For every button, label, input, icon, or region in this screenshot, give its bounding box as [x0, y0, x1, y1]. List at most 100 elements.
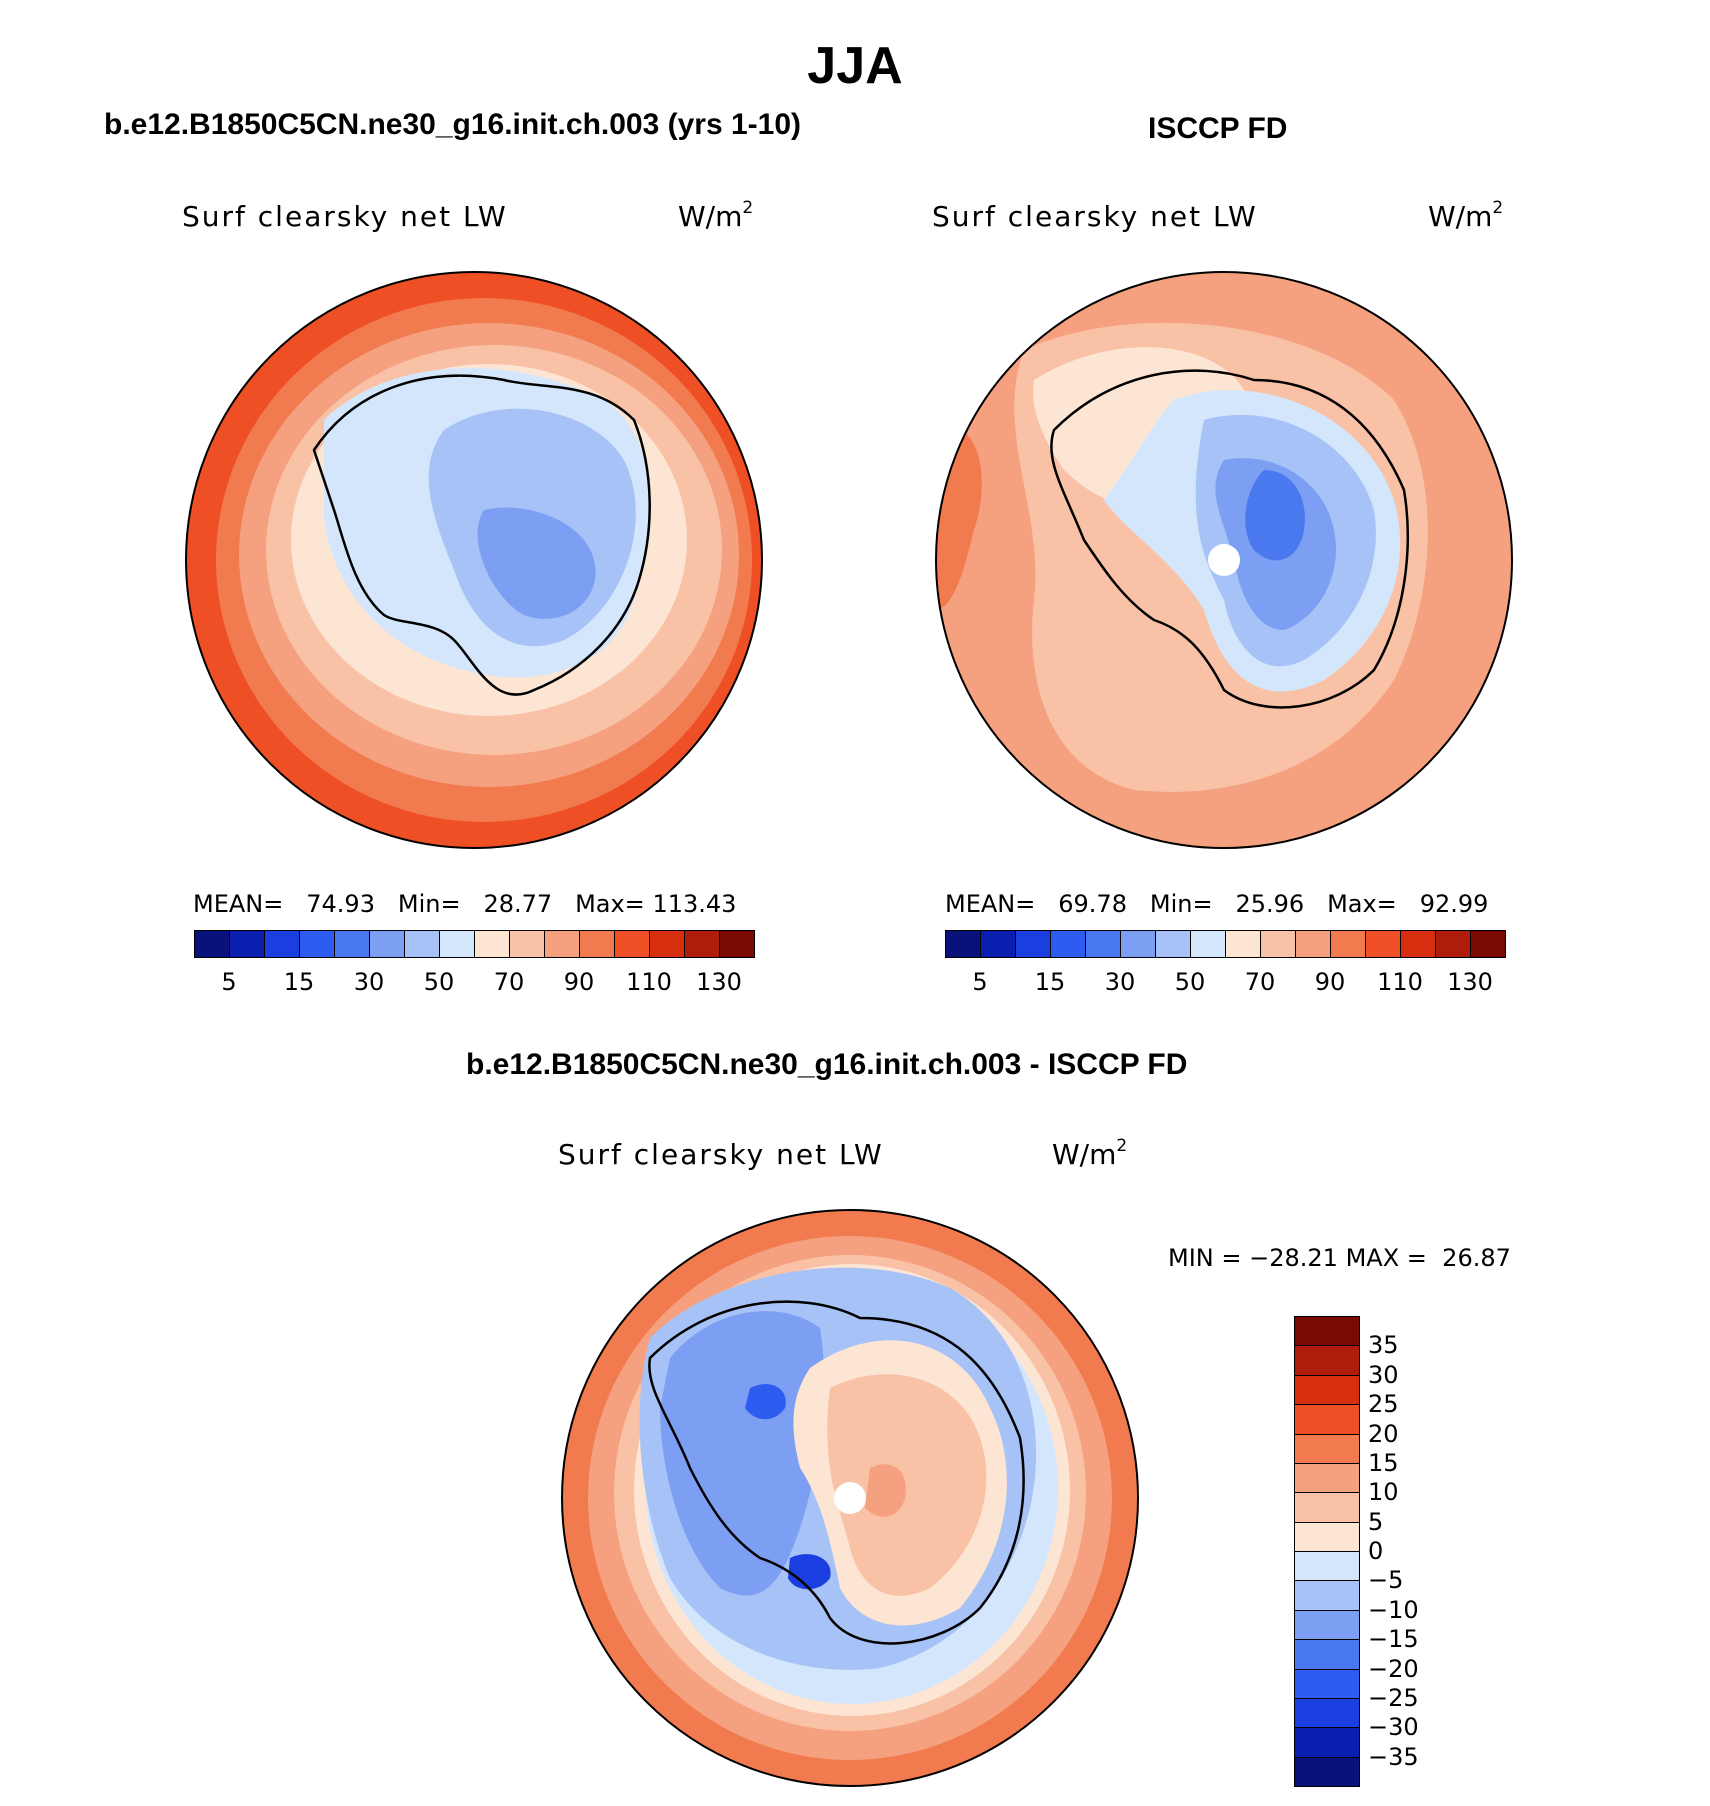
- colorbar-swatch: [1294, 1462, 1360, 1494]
- colorbar-swatch: [1294, 1404, 1360, 1435]
- map-boundary: [935, 271, 1513, 849]
- field-band-40: [477, 507, 596, 619]
- field-land-band-10: [865, 1464, 906, 1517]
- units-exponent: 2: [1116, 1135, 1128, 1156]
- colorbar-swatch: [544, 930, 580, 958]
- colorbar-swatch: [980, 930, 1016, 958]
- colorbar-swatch: [369, 930, 405, 958]
- colorbar-swatch: [1294, 1316, 1360, 1347]
- colorbar-tick-label: −5: [1368, 1566, 1404, 1595]
- panel-diff-colorbar-ticks: 35 30 25 20 15 10 5 0 −5 −10 −15 −20 −25 −30 −35: [1368, 1316, 1458, 1786]
- colorbar-tick-label: 0: [1368, 1537, 1384, 1565]
- colorbar-tick-label: 10: [1368, 1478, 1399, 1507]
- colorbar-tick-label: 110: [1377, 968, 1423, 996]
- colorbar-tick-label: 5: [972, 968, 988, 996]
- colorbar-tick-label: 20: [1368, 1419, 1399, 1448]
- units-base: W/m: [678, 200, 743, 233]
- panel-obs-colorbar-ticks: 5 15 30 50 70 90 110 130: [945, 968, 1505, 998]
- panel-diff-title: b.e12.B1850C5CN.ne30_g16.init.ch.003 - I…: [466, 1048, 1188, 1081]
- colorbar-swatch: [1295, 930, 1331, 958]
- colorbar-swatch: [1294, 1639, 1360, 1670]
- colorbar-swatch: [194, 930, 230, 958]
- colorbar-swatch: [1225, 930, 1261, 958]
- colorbar-swatch: [1330, 930, 1366, 958]
- page-title: JJA: [807, 37, 903, 95]
- colorbar-tick-label: 130: [1447, 968, 1493, 996]
- stat-min-label: Min=: [1149, 890, 1213, 918]
- stat-min-value: 28.77: [483, 890, 553, 918]
- colorbar-tick-label: 70: [1244, 968, 1276, 996]
- stat-mean-value: 69.78: [1058, 890, 1127, 918]
- colorbar-swatch: [1155, 930, 1191, 958]
- panel-obs-variable-label: Surf clearsky net LW: [932, 200, 1258, 233]
- colorbar-swatch: [1015, 930, 1051, 958]
- units-exponent: 2: [742, 197, 754, 218]
- units-base: W/m: [1428, 200, 1493, 233]
- colorbar-swatch: [649, 930, 685, 958]
- colorbar-tick-label: 5: [221, 968, 237, 996]
- stat-max-label: Max=: [1327, 890, 1397, 918]
- panel-model-variable-label: Surf clearsky net LW: [182, 200, 508, 233]
- colorbar-tick-label: 25: [1368, 1390, 1399, 1419]
- panel-obs-colorbar: [945, 930, 1506, 958]
- missing-data-pole: [1208, 544, 1240, 576]
- units-base: W/m: [1052, 1138, 1117, 1171]
- colorbar-tick-label: −25: [1368, 1683, 1419, 1712]
- colorbar-swatch: [1050, 930, 1086, 958]
- stat-max-value: 26.87: [1442, 1244, 1511, 1272]
- colorbar-swatch: [334, 930, 370, 958]
- colorbar-tick-label: −30: [1368, 1713, 1419, 1742]
- panel-diff-colorbar: [1294, 1316, 1360, 1787]
- stat-min-label: Min=: [397, 890, 461, 918]
- stat-mean-value: 74.93: [306, 890, 375, 918]
- colorbar-swatch: [1294, 1521, 1360, 1552]
- colorbar-tick-label: 15: [283, 968, 315, 996]
- stat-max-value: 92.99: [1419, 890, 1489, 918]
- colorbar-tick-label: −20: [1368, 1654, 1419, 1683]
- colorbar-swatch: [1470, 930, 1506, 958]
- colorbar-tick-label: −15: [1368, 1625, 1419, 1654]
- colorbar-swatch: [614, 930, 650, 958]
- colorbar-swatch: [1294, 1580, 1360, 1611]
- field-band-30: [1245, 470, 1305, 561]
- colorbar-swatch: [1190, 930, 1226, 958]
- colorbar-tick-label: 30: [1104, 968, 1136, 996]
- field-land-band-5: [827, 1374, 987, 1596]
- colorbar-swatch: [1294, 1697, 1360, 1729]
- panel-obs-stats: MEAN= 69.78 Min= 25.96 Max= 92.99: [945, 890, 1488, 918]
- stat-mean-label: MEAN=: [945, 890, 1036, 918]
- colorbar-swatch: [1085, 930, 1121, 958]
- colorbar-swatch: [474, 930, 510, 958]
- colorbar-tick-label: 5: [1368, 1507, 1384, 1536]
- colorbar-swatch: [1294, 1345, 1360, 1376]
- colorbar-tick-label: 35: [1368, 1331, 1399, 1360]
- colorbar-tick-label: −10: [1368, 1595, 1419, 1624]
- colorbar-tick-label: 15: [1368, 1448, 1399, 1477]
- colorbar-tick-label: 50: [423, 968, 455, 996]
- map-boundary: [561, 1209, 1139, 1787]
- stat-max-value: 113.43: [652, 890, 737, 918]
- colorbar-swatch: [945, 930, 981, 958]
- colorbar-swatch: [1294, 1433, 1360, 1464]
- missing-data-pole: [834, 1482, 866, 1514]
- panel-diff-stats: MIN = −28.21 MAX = 26.87: [1168, 1244, 1511, 1272]
- panel-obs-polar-map: [935, 271, 1513, 849]
- colorbar-swatch: [579, 930, 615, 958]
- panel-model-title: b.e12.B1850C5CN.ne30_g16.init.ch.003 (yr…: [104, 108, 802, 141]
- colorbar-swatch: [1435, 930, 1471, 958]
- field-band-neg25: [745, 1384, 786, 1420]
- colorbar-swatch: [229, 930, 265, 958]
- colorbar-swatch: [1120, 930, 1156, 958]
- colorbar-swatch: [404, 930, 440, 958]
- panel-diff-variable-label: Surf clearsky net LW: [558, 1138, 884, 1171]
- colorbar-swatch: [299, 930, 335, 958]
- field-band-neg15: [660, 1311, 824, 1596]
- colorbar-swatch: [1294, 1609, 1360, 1641]
- stat-mean-label: MEAN=: [193, 890, 284, 918]
- colorbar-tick-label: 130: [696, 968, 742, 996]
- colorbar-swatch: [1294, 1374, 1360, 1406]
- colorbar-swatch: [1260, 930, 1296, 958]
- antarctica-coastline: [648, 1300, 1025, 1645]
- colorbar-tick-label: 70: [493, 968, 525, 996]
- antarctica-coastline: [1050, 369, 1409, 709]
